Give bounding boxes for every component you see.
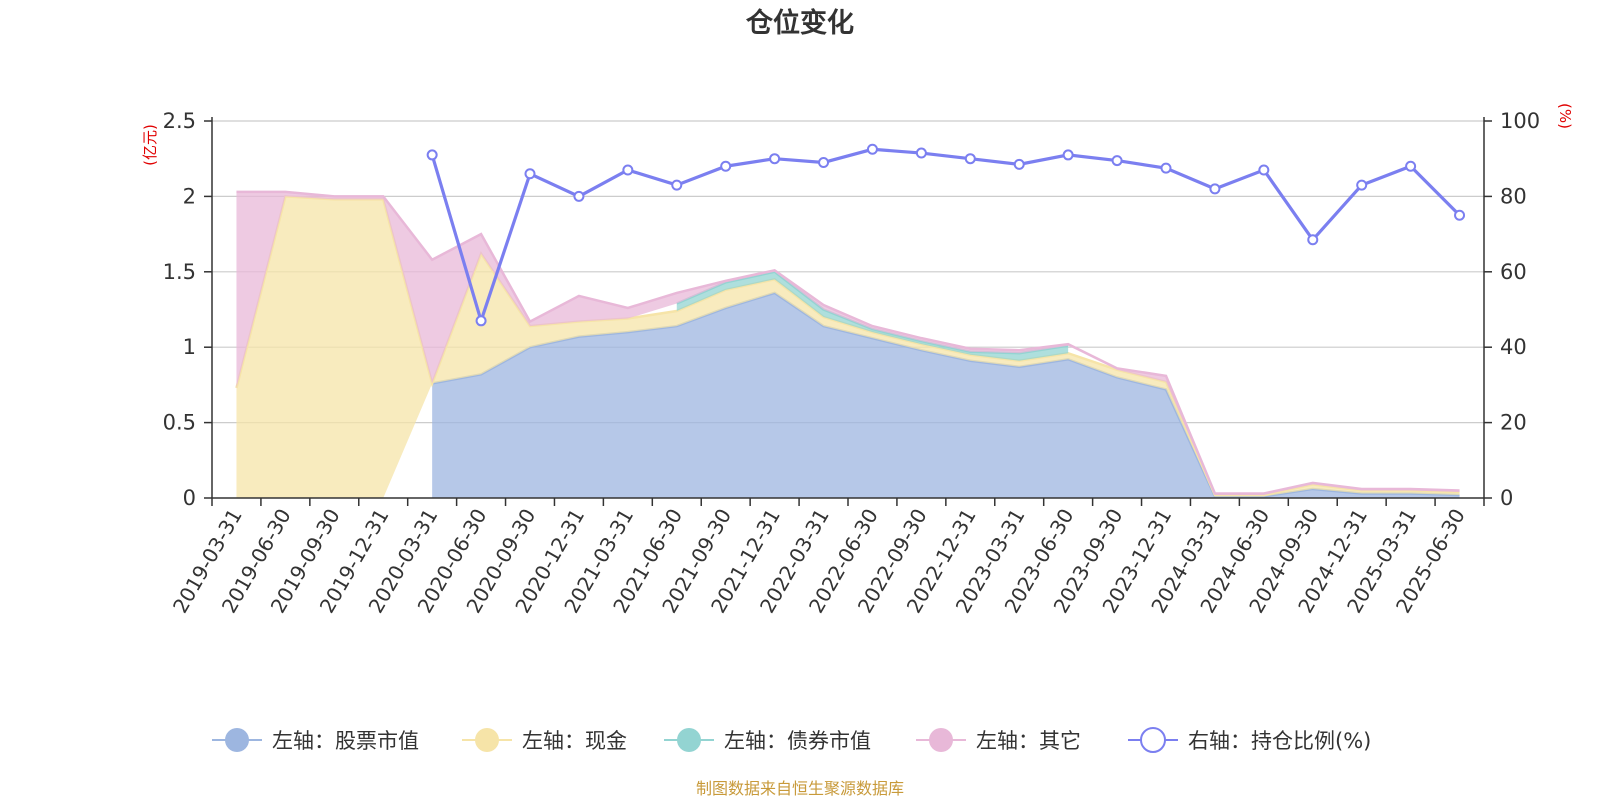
ratio-point [1013, 158, 1025, 170]
area-edge [236, 190, 1460, 495]
left-axis-tick-label: 2 [183, 184, 196, 208]
ratio-point [426, 149, 438, 161]
legend-item: 左轴：现金 [462, 728, 627, 753]
legend-label: 左轴：债券市值 [724, 729, 871, 753]
legend-label: 左轴：其它 [976, 729, 1081, 753]
ratio-point [720, 160, 732, 172]
ratio-point [1307, 234, 1319, 246]
area-series [236, 190, 1460, 495]
ratio-point [769, 153, 781, 165]
left-axis-tick-label: 1 [183, 335, 196, 359]
ratio-line [430, 147, 1461, 327]
right-axis-tick-label: 60 [1500, 260, 1527, 284]
left-axis-tick-label: 2.5 [163, 109, 196, 133]
stacked-areas [235, 190, 1460, 498]
legend-label: 左轴：股票市值 [272, 729, 419, 753]
ratio-point [1258, 164, 1270, 176]
ratio-point [1111, 155, 1123, 167]
right-axis-tick-label: 100 [1500, 109, 1540, 133]
chart-title: 仓位变化 [745, 7, 854, 39]
legend-item: 左轴：债券市值 [664, 728, 871, 753]
right-axis-tick-label: 80 [1500, 184, 1527, 208]
left-axis-unit: (亿元) [141, 124, 159, 166]
ratio-point [915, 147, 927, 159]
ratio-point [524, 168, 536, 180]
legend-label: 左轴：现金 [522, 729, 627, 753]
legend: 左轴：股票市值 左轴：现金 左轴：债券市值 左轴：其它 右轴：持仓比例(%) [212, 727, 1371, 753]
left-axis-tick-label: 0.5 [163, 411, 196, 435]
area-fill [432, 292, 1460, 498]
legend-marker [929, 728, 953, 752]
right-axis-unit: (%) [1556, 103, 1574, 129]
area-fill [236, 196, 1460, 498]
ratio-point [1356, 179, 1368, 191]
ratio-point [818, 156, 830, 168]
ratio-point [1209, 183, 1221, 195]
legend-label: 右轴：持仓比例(%) [1188, 729, 1371, 753]
ratio-point [573, 190, 585, 202]
legend-marker [225, 728, 249, 752]
ratio-point [622, 164, 634, 176]
legend-item: 左轴：股票市值 [212, 728, 419, 753]
ratio-point [964, 153, 976, 165]
legend-marker [677, 728, 701, 752]
data-source-note: 制图数据来自恒生聚源数据库 [696, 779, 904, 798]
ratio-point [866, 143, 878, 155]
ratio-point [1160, 162, 1172, 174]
ratio-point [1405, 160, 1417, 172]
right-axis-tick-label: 40 [1500, 335, 1527, 359]
ratio-point [475, 315, 487, 327]
legend-marker [1140, 727, 1166, 753]
left-axis-tick-label: 0 [183, 486, 196, 510]
legend-item: 左轴：其它 [916, 728, 1081, 753]
left-axis-tick-label: 1.5 [163, 260, 196, 284]
holding-ratio-line [426, 143, 1466, 327]
ratio-point [1062, 149, 1074, 161]
legend-marker [475, 728, 499, 752]
legend-item: 右轴：持仓比例(%) [1128, 727, 1371, 753]
ratio-point [671, 179, 683, 191]
right-axis-tick-label: 0 [1500, 486, 1513, 510]
right-axis-tick-label: 20 [1500, 411, 1527, 435]
ratio-point [1454, 209, 1466, 221]
